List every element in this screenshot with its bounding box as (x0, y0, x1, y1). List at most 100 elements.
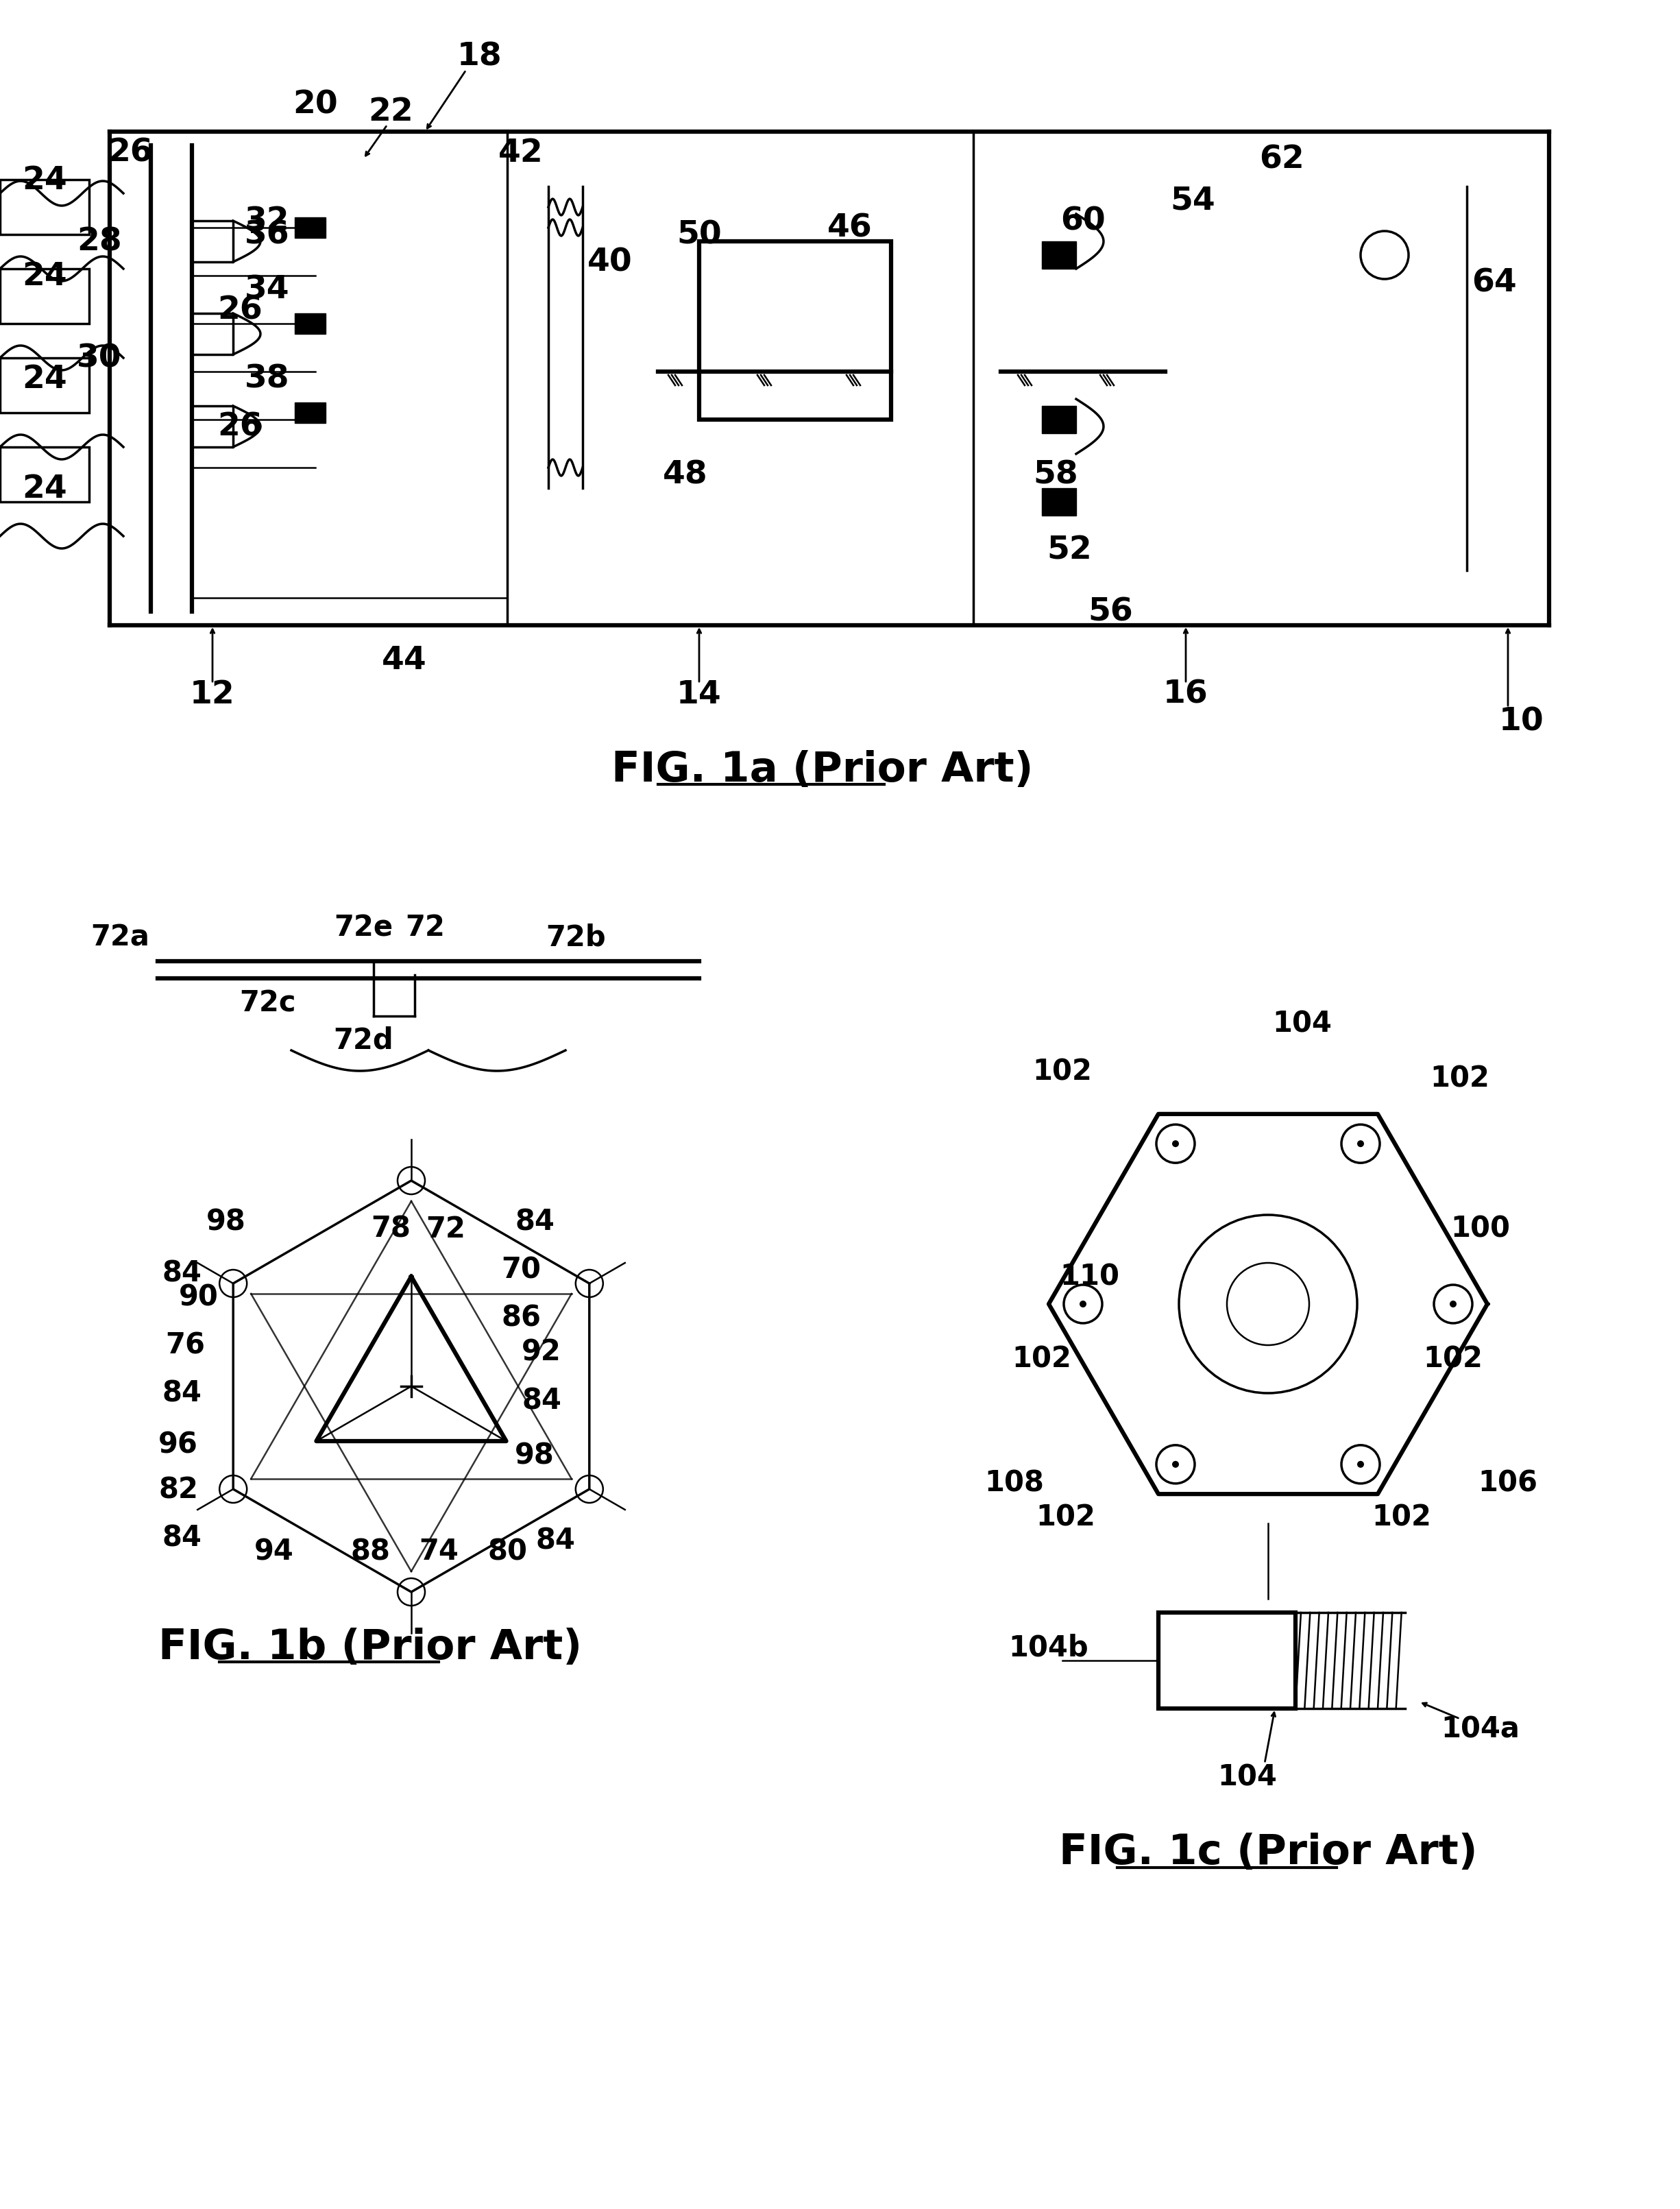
Bar (1042, 488, 1077, 517)
Text: 20: 20 (292, 88, 338, 119)
Circle shape (1357, 1460, 1364, 1469)
Text: 84: 84 (522, 1385, 561, 1414)
Text: 12: 12 (190, 678, 235, 709)
Circle shape (398, 1166, 425, 1195)
Circle shape (220, 1476, 247, 1502)
Text: 52: 52 (1047, 535, 1092, 566)
Text: 26: 26 (217, 296, 262, 327)
Text: 72c: 72c (239, 987, 296, 1016)
Text: 38: 38 (245, 364, 289, 395)
Circle shape (1080, 1301, 1087, 1308)
Bar (294, 402, 326, 424)
Text: 72: 72 (405, 912, 445, 941)
Bar (0, 358, 89, 413)
Bar (0, 269, 89, 325)
Circle shape (1450, 1301, 1457, 1308)
Text: 24: 24 (22, 364, 67, 395)
Text: 48: 48 (664, 459, 707, 490)
Text: 98: 98 (207, 1208, 245, 1237)
Text: 44: 44 (381, 645, 427, 676)
Text: 72a: 72a (91, 923, 150, 952)
Circle shape (576, 1476, 603, 1502)
Text: 26: 26 (217, 411, 262, 442)
Text: 24: 24 (22, 473, 67, 504)
Text: 92: 92 (522, 1339, 561, 1367)
Text: 102: 102 (1011, 1345, 1072, 1374)
Text: 32: 32 (245, 205, 291, 236)
Text: 70: 70 (501, 1255, 541, 1283)
Text: 104a: 104a (1441, 1714, 1520, 1743)
Text: 18: 18 (457, 42, 502, 73)
Text: FIG. 1b (Prior Art): FIG. 1b (Prior Art) (158, 1626, 581, 1668)
Circle shape (398, 1579, 425, 1606)
Bar (294, 314, 326, 334)
Text: 24: 24 (22, 166, 67, 197)
Text: 94: 94 (254, 1537, 294, 1566)
Text: 102: 102 (1430, 1065, 1490, 1093)
Circle shape (220, 1270, 247, 1297)
Text: 62: 62 (1260, 144, 1304, 175)
Text: 72b: 72b (546, 923, 606, 952)
Text: 10: 10 (1499, 707, 1544, 738)
Text: 14: 14 (677, 678, 722, 709)
Bar (1042, 243, 1077, 269)
Circle shape (1173, 1460, 1179, 1469)
Text: 80: 80 (487, 1537, 528, 1566)
Text: FIG. 1c (Prior Art): FIG. 1c (Prior Art) (1058, 1833, 1477, 1873)
Text: 86: 86 (501, 1303, 541, 1332)
Text: 50: 50 (677, 219, 722, 250)
Text: 26: 26 (108, 137, 153, 168)
Text: 82: 82 (158, 1476, 198, 1504)
Text: 100: 100 (1452, 1215, 1510, 1244)
Text: 40: 40 (588, 247, 633, 278)
Text: 90: 90 (180, 1283, 218, 1312)
Bar (1042, 406, 1077, 433)
Text: 22: 22 (368, 97, 413, 128)
Text: 34: 34 (245, 274, 291, 305)
Bar (0, 181, 89, 234)
Text: 110: 110 (1060, 1264, 1119, 1292)
Text: 108: 108 (984, 1469, 1045, 1498)
Text: 46: 46 (828, 212, 872, 243)
Text: 60: 60 (1060, 205, 1105, 236)
Text: 30: 30 (77, 342, 123, 373)
Text: 28: 28 (77, 228, 123, 258)
Circle shape (576, 1270, 603, 1297)
Text: 102: 102 (1037, 1502, 1095, 1531)
Text: 96: 96 (158, 1431, 198, 1460)
Text: FIG. 1a (Prior Art): FIG. 1a (Prior Art) (612, 749, 1033, 791)
Text: 78: 78 (371, 1215, 410, 1244)
Text: 88: 88 (349, 1537, 390, 1566)
Text: 104: 104 (1218, 1763, 1277, 1791)
Text: 102: 102 (1033, 1056, 1092, 1085)
Text: 56: 56 (1089, 596, 1132, 627)
Bar (699, 243, 890, 420)
Text: 84: 84 (514, 1208, 554, 1237)
Text: 16: 16 (1163, 678, 1208, 709)
Text: 54: 54 (1171, 186, 1215, 216)
Text: 72: 72 (425, 1215, 465, 1244)
Text: 84: 84 (536, 1526, 575, 1555)
Text: 104: 104 (1272, 1010, 1332, 1038)
Text: 106: 106 (1478, 1469, 1537, 1498)
Text: 36: 36 (245, 219, 291, 250)
Text: 84: 84 (161, 1259, 202, 1288)
Text: 76: 76 (165, 1332, 205, 1361)
Text: 84: 84 (161, 1522, 202, 1551)
Text: 58: 58 (1033, 459, 1079, 490)
Text: 74: 74 (418, 1537, 459, 1566)
Text: 104b: 104b (1008, 1632, 1089, 1661)
Bar (1159, 1613, 1295, 1710)
Text: 98: 98 (514, 1440, 554, 1469)
Text: 42: 42 (499, 137, 543, 168)
Text: 72d: 72d (333, 1025, 393, 1056)
Circle shape (1173, 1140, 1179, 1146)
Bar (0, 448, 89, 501)
Text: 64: 64 (1472, 267, 1517, 298)
Text: 102: 102 (1423, 1345, 1483, 1374)
Circle shape (1357, 1140, 1364, 1146)
Text: 102: 102 (1373, 1502, 1431, 1531)
Text: 24: 24 (22, 261, 67, 292)
Bar (294, 219, 326, 239)
Text: 84: 84 (161, 1378, 202, 1407)
